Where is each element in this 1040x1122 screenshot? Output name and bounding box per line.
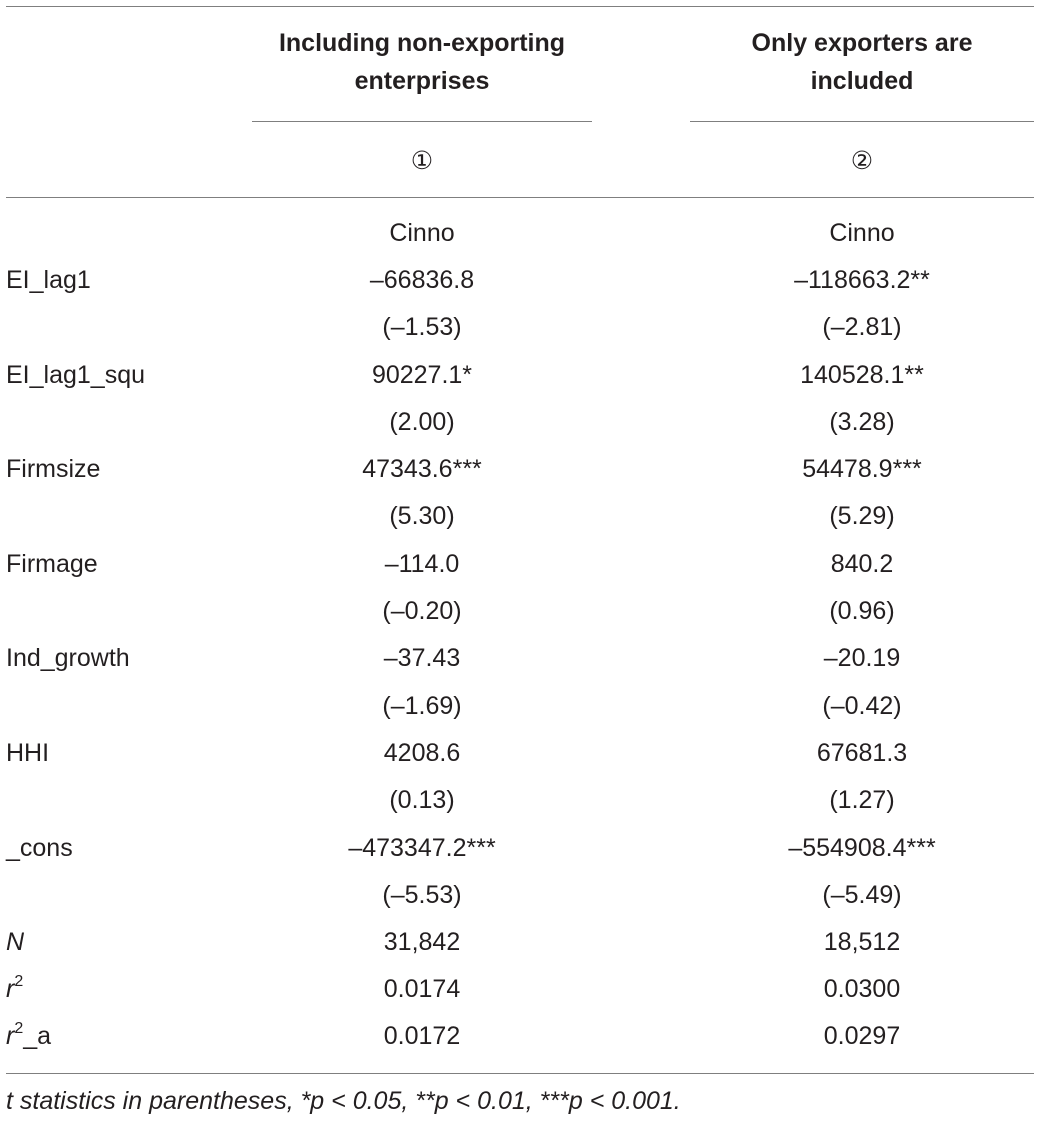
table-row: EI_lag1 –66836.8 –118663.2** (0, 257, 1040, 304)
col2-value: (1.27) (829, 786, 895, 814)
col2-value: –554908.4*** (788, 834, 936, 862)
col1-value: –66836.8 (369, 266, 475, 294)
superscript: 2 (14, 973, 24, 990)
col2-value: 840.2 (830, 550, 894, 578)
col1-value: (2.00) (389, 408, 455, 436)
row-label: HHI (6, 739, 50, 767)
col1-value: 31,842 (383, 928, 461, 956)
row-label: r2 (6, 966, 23, 1013)
col1-value: Cinno (389, 219, 455, 247)
row-label: EI_lag1_squ (6, 361, 146, 389)
table-row: (0.13) (1.27) (0, 777, 1040, 824)
col2-value: 67681.3 (816, 739, 908, 767)
column-header-2-underline (690, 121, 1034, 122)
bottom-rule (6, 1073, 1034, 1074)
top-rule (6, 6, 1034, 7)
col2-value: (–2.81) (822, 313, 902, 341)
table-row: (5.30) (5.29) (0, 493, 1040, 540)
col2-value: 0.0297 (823, 1022, 901, 1050)
column-header-2: Only exporters are included (751, 29, 973, 95)
col2-value: 0.0300 (823, 975, 901, 1003)
label-suffix: _a (23, 1022, 52, 1050)
column-header-1-underline (252, 121, 592, 122)
row-label: Ind_growth (6, 644, 130, 672)
stat-row-r2-a: r2_a 0.0172 0.0297 (0, 1013, 1040, 1060)
superscript: 2 (14, 1020, 24, 1037)
col2-value: (–5.49) (822, 881, 902, 909)
col1-value: (0.13) (389, 786, 455, 814)
table-row: (–0.20) (0.96) (0, 588, 1040, 635)
r-symbol: r (6, 1022, 15, 1050)
table-footnote: t statistics in parentheses, *p < 0.05, … (6, 1087, 681, 1115)
column-header-1: Including non-exporting enterprises (278, 29, 566, 95)
table-row: HHI 4208.6 67681.3 (0, 730, 1040, 777)
table-row: Firmage –114.0 840.2 (0, 541, 1040, 588)
table-row: (–1.69) (–0.42) (0, 683, 1040, 730)
col2-value: –118663.2** (794, 266, 930, 294)
header-bottom-rule (6, 197, 1034, 198)
table-row: (–5.53) (–5.49) (0, 872, 1040, 919)
table-row: Firmsize 47343.6*** 54478.9*** (0, 446, 1040, 493)
col1-value: –473347.2*** (348, 834, 496, 862)
stat-row-n: N 31,842 18,512 (0, 919, 1040, 966)
row-label: EI_lag1 (6, 266, 91, 294)
col1-value: 0.0174 (383, 975, 461, 1003)
col2-value: 54478.9*** (802, 455, 922, 483)
table-row: (–1.53) (–2.81) (0, 304, 1040, 351)
col2-value: (–0.42) (822, 692, 902, 720)
col1-value: 47343.6*** (362, 455, 482, 483)
col1-value: (–1.53) (382, 313, 462, 341)
col1-value: –114.0 (384, 550, 460, 578)
col1-value: (–1.69) (382, 692, 462, 720)
col1-value: –37.43 (383, 644, 461, 672)
col2-value: 140528.1** (800, 361, 924, 389)
row-label: Firmage (6, 550, 98, 578)
column-number-1: ① (410, 147, 434, 175)
col1-value: 0.0172 (383, 1022, 461, 1050)
col1-value: (–0.20) (382, 597, 462, 625)
row-label: r2_a (6, 1013, 51, 1060)
row-label: _cons (6, 834, 73, 862)
column-number-2: ② (850, 147, 874, 175)
row-label: N (6, 928, 25, 956)
col1-value: 90227.1* (371, 361, 473, 389)
dependent-variable-row: Cinno Cinno (0, 210, 1040, 257)
col1-value: (–5.53) (382, 881, 462, 909)
r-symbol: r (6, 975, 15, 1003)
col2-value: Cinno (829, 219, 895, 247)
col2-value: (0.96) (829, 597, 895, 625)
col2-value: –20.19 (823, 644, 901, 672)
col1-value: 4208.6 (383, 739, 461, 767)
stat-row-r2: r2 0.0174 0.0300 (0, 966, 1040, 1013)
col2-value: 18,512 (823, 928, 901, 956)
col2-value: (3.28) (829, 408, 895, 436)
col1-value: (5.30) (389, 502, 455, 530)
col2-value: (5.29) (829, 502, 895, 530)
table-row: EI_lag1_squ 90227.1* 140528.1** (0, 352, 1040, 399)
table-row: Ind_growth –37.43 –20.19 (0, 635, 1040, 682)
table-row: (2.00) (3.28) (0, 399, 1040, 446)
row-label: Firmsize (6, 455, 101, 483)
table-row: _cons –473347.2*** –554908.4*** (0, 825, 1040, 872)
